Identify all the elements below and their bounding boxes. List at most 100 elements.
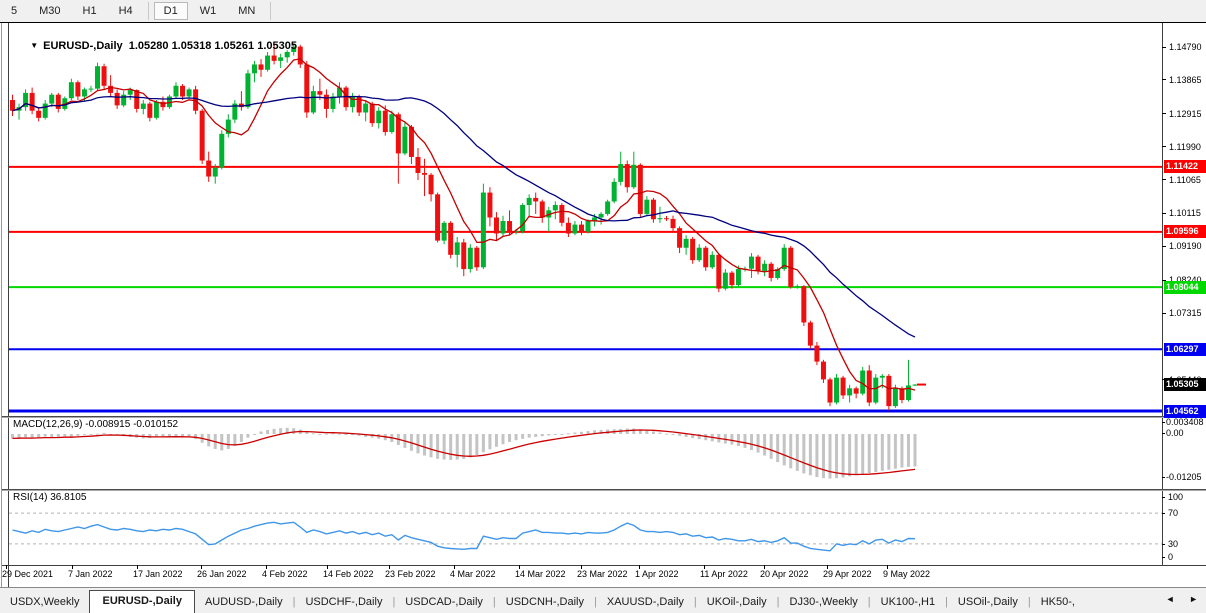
price-badge-1.11422: 1.11422 [1164, 160, 1206, 173]
tab-usdchf-daily[interactable]: USDCHF-,Daily [305, 596, 383, 608]
macd-bar [96, 433, 100, 435]
tab-usdcad-daily[interactable]: USDCAD-,Daily [405, 596, 483, 608]
rsi-tick-mark [1162, 544, 1165, 545]
macd-bar [861, 434, 865, 475]
macd-bar [521, 434, 525, 439]
price-tick-label: 1.09190 [1169, 241, 1202, 251]
date-tick-mark [639, 565, 640, 569]
price-tick-label: 1.10115 [1169, 208, 1201, 218]
candle [323, 94, 329, 109]
timeframe-button-w1[interactable]: W1 [199, 5, 217, 17]
macd-bar [808, 434, 812, 476]
macd-bar [331, 433, 335, 435]
candle [755, 256, 761, 271]
macd-bar [442, 434, 446, 460]
date-label: 29 Dec 2021 [2, 569, 54, 579]
candle [160, 101, 166, 108]
chart-dropdown-icon[interactable]: ▼ [30, 41, 39, 50]
tab-audusd-daily[interactable]: AUDUSD-,Daily [204, 596, 283, 608]
macd-bar [795, 434, 799, 471]
macd-bar [351, 434, 355, 436]
price-tick-label: 1.07315 [1169, 308, 1202, 318]
macd-bar [678, 434, 682, 436]
tab-usdx-weekly[interactable]: USDX,Weekly [10, 596, 80, 608]
candle [350, 96, 356, 108]
timeframe-button-d1[interactable]: D1 [153, 2, 188, 20]
candle [605, 201, 611, 214]
candle [912, 384, 918, 386]
candle [186, 89, 192, 97]
price-tick-mark [1162, 113, 1166, 114]
date-label: 23 Feb 2022 [385, 569, 436, 579]
macd-bar [625, 428, 629, 434]
tab-scroll-arrows[interactable]: ◄ ► [1165, 594, 1204, 604]
macd-bar [148, 434, 152, 439]
candle [480, 192, 486, 268]
candle [513, 230, 519, 232]
macd-bar [508, 434, 512, 443]
macd-bar [246, 434, 250, 438]
timeframe-button-5[interactable]: 5 [11, 5, 18, 17]
timeframe-button-m30[interactable]: M30 [39, 5, 61, 17]
tab-usoil-daily[interactable]: USOil-,Daily [957, 596, 1018, 608]
tab-eurusd-daily[interactable]: EURUSD-,Daily [89, 590, 195, 613]
macd-bar [684, 434, 688, 437]
date-tick-mark [704, 565, 705, 569]
price-tick-mark [1162, 146, 1166, 147]
date-label: 23 Mar 2022 [577, 569, 628, 579]
macd-bar [30, 434, 34, 439]
candle [539, 201, 545, 218]
macd-bar [494, 434, 498, 447]
tab-uk100-h1[interactable]: UK100-,H1 [880, 596, 936, 608]
tab-dj30-weekly[interactable]: DJ30-,Weekly [789, 596, 858, 608]
macd-bar [743, 434, 747, 448]
candle [127, 90, 133, 95]
tab-separator: | [492, 596, 496, 608]
tab-separator: | [594, 596, 597, 608]
timeframe-button-h4[interactable]: H4 [118, 5, 133, 17]
candle [121, 94, 127, 106]
timeframe-button-h1[interactable]: H1 [82, 5, 97, 17]
candle [899, 388, 905, 401]
macd-bar [586, 431, 590, 434]
macd-bar [475, 434, 479, 456]
tab-hk50[interactable]: HK50-, [1040, 596, 1075, 608]
tab-separator: | [776, 596, 780, 608]
timeframe-button-mn[interactable]: MN [238, 5, 256, 17]
tab-usdcnh-daily[interactable]: USDCNH-,Daily [505, 596, 585, 608]
candle [278, 57, 284, 61]
candle [559, 205, 565, 223]
rsi-axis-label: 0 [1168, 552, 1174, 562]
candle [461, 242, 467, 270]
candle [879, 375, 885, 378]
macd-bar [730, 434, 734, 445]
candle [284, 51, 290, 58]
price-badge-1.05305: 1.05305 [1164, 378, 1206, 391]
macd-bar [665, 433, 668, 435]
candle [193, 89, 199, 111]
candle [781, 247, 787, 270]
macd-bar [821, 434, 825, 479]
macd-bar [272, 428, 276, 434]
toolbar-separator [147, 2, 149, 20]
candle [474, 247, 480, 268]
macd-bar [416, 434, 420, 454]
macd-bar [560, 434, 564, 435]
tab-ukoil-daily[interactable]: UKOil-,Daily [706, 596, 767, 608]
date-tick-mark [519, 565, 520, 569]
candle [729, 272, 735, 286]
price-tick-mark [1162, 47, 1166, 48]
macd-bar [429, 434, 433, 458]
timeframe-toolbar: 5 M30 H1 H4 D1 W1 MN [0, 0, 1206, 22]
macd-bar [357, 434, 361, 436]
price-tick-mark [1162, 179, 1166, 180]
macd-bar [880, 434, 884, 471]
tab-xauusd-daily[interactable]: XAUUSD-,Daily [606, 596, 684, 608]
candle [873, 377, 879, 403]
candle [644, 199, 650, 214]
time-axis-border [2, 565, 1206, 566]
candle [578, 224, 584, 232]
macd-bar [455, 434, 459, 460]
